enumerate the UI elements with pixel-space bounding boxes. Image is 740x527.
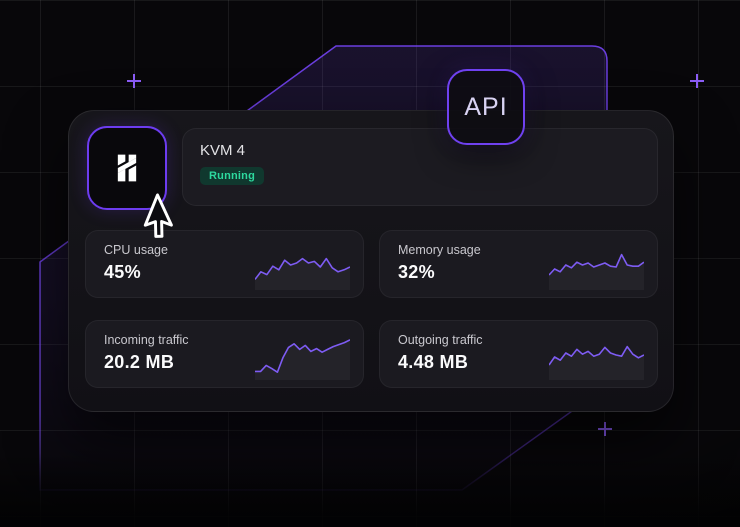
server-header: KVM 4 Running [182, 128, 658, 206]
api-badge-label: API [464, 92, 508, 121]
metric-card-cpu[interactable]: CPU usage 45% [85, 230, 364, 298]
metrics-grid: CPU usage 45% Memory usage 32% Incoming … [85, 230, 658, 388]
sparkline-chart-outgoing [549, 345, 644, 380]
plus-marker [690, 74, 704, 88]
metric-card-outgoing-traffic[interactable]: Outgoing traffic 4.48 MB [379, 320, 658, 388]
sparkline-chart-memory [549, 253, 644, 290]
metric-card-memory[interactable]: Memory usage 32% [379, 230, 658, 298]
api-badge[interactable]: API [447, 69, 525, 145]
sparkline-chart-incoming [255, 339, 350, 380]
sparkline-chart-cpu [255, 257, 350, 290]
plus-marker [598, 422, 612, 436]
plus-marker [127, 74, 141, 88]
status-badge-running: Running [200, 167, 264, 185]
server-name: KVM 4 [200, 142, 246, 159]
server-card: KVM 4 Running CPU usage 45% Memory usage… [68, 110, 674, 412]
metric-card-incoming-traffic[interactable]: Incoming traffic 20.2 MB [85, 320, 364, 388]
hostinger-logo-icon [117, 154, 137, 182]
